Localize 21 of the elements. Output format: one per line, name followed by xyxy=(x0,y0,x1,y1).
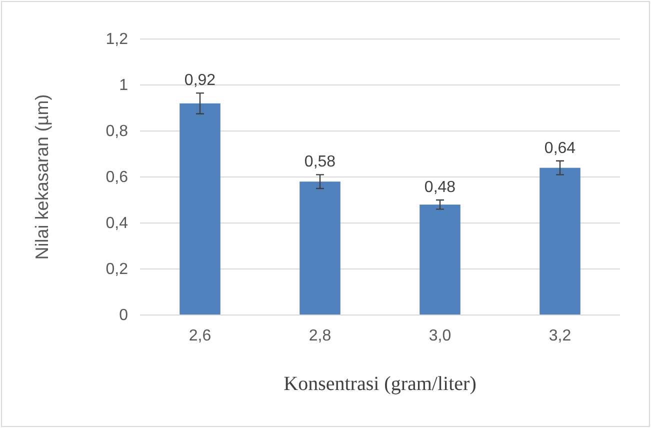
bar xyxy=(540,168,580,315)
y-tick-label: 1,2 xyxy=(106,31,128,48)
bar xyxy=(300,182,340,315)
y-tick-label: 0,2 xyxy=(106,261,128,278)
y-tick-label: 0 xyxy=(119,307,128,324)
y-tick-label: 0,8 xyxy=(106,123,128,140)
y-tick-label: 0,6 xyxy=(106,169,128,186)
data-label: 0,92 xyxy=(184,72,216,90)
x-tick-label: 2,8 xyxy=(308,327,332,344)
bar xyxy=(420,204,460,315)
x-tick-label: 2,6 xyxy=(188,327,212,344)
y-tick-label: 0,4 xyxy=(106,215,128,232)
data-label: 0,64 xyxy=(544,140,576,157)
y-axis-title: Nilai kekasaran (µm) xyxy=(32,94,52,260)
x-tick-label: 3,2 xyxy=(548,327,572,344)
y-tick-label: 1 xyxy=(119,77,128,94)
x-tick-label: 3,0 xyxy=(428,327,452,344)
data-label: 0,48 xyxy=(424,179,456,196)
data-label: 0,58 xyxy=(304,154,336,171)
bar xyxy=(180,103,220,315)
x-axis-title: Konsentrasi (gram/liter) xyxy=(284,373,476,395)
